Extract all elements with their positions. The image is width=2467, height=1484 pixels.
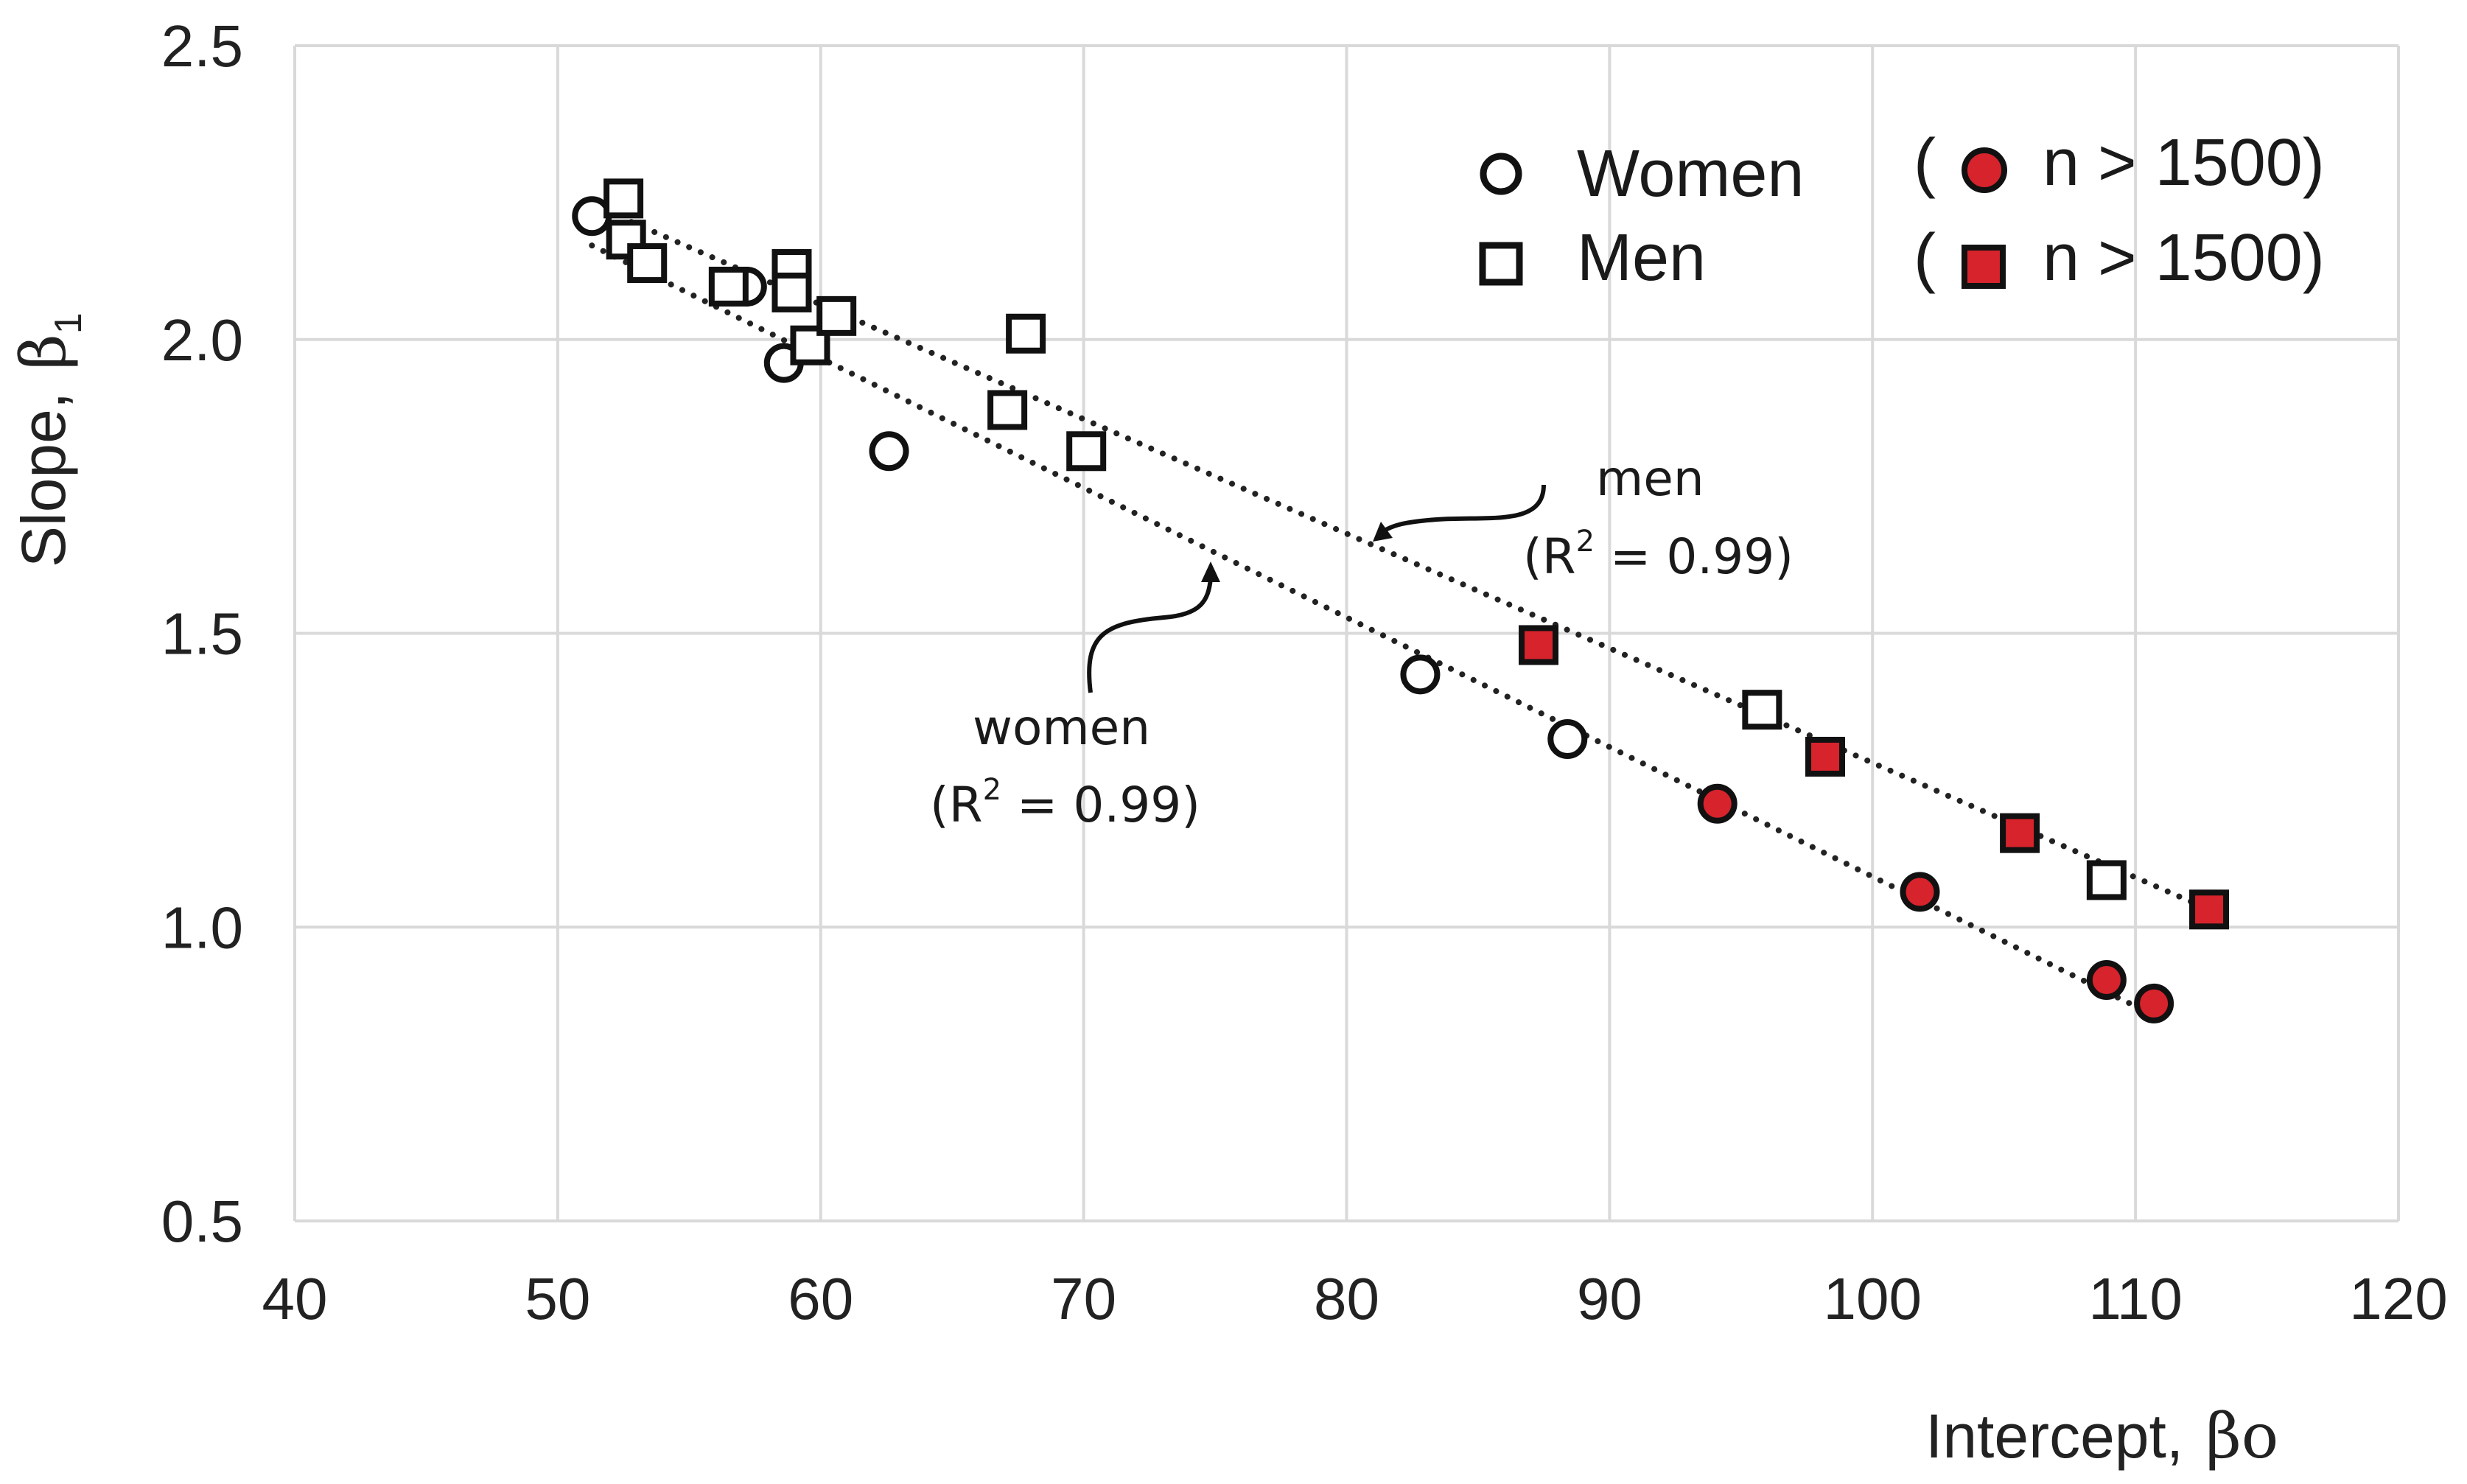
data-point-women	[1900, 872, 1940, 912]
legend-large-n-men-label: n > 1500)	[2043, 221, 2325, 295]
grid-lines	[293, 44, 2400, 1222]
y-tick-label: 2.0	[161, 307, 243, 373]
legend-paren-women: (	[1914, 126, 1936, 200]
data-point-men	[1742, 690, 1782, 730]
data-point-men	[1805, 736, 1846, 777]
data-point-men	[2086, 860, 2127, 900]
data-point-men	[708, 266, 749, 307]
data-point-men	[987, 390, 1028, 430]
annotation-women-r2: (R2 = 0.99)	[930, 773, 1200, 833]
legend-large-n-square	[1962, 245, 2006, 289]
tick-labels: 40 50 60 70 80 90 100 110 120 0.5 1.0 1.5 2.0 2.5	[161, 13, 2448, 1331]
legend-large-n-circle	[1962, 147, 2007, 193]
data-point-men	[816, 295, 857, 336]
annotation-men-r2-open: (R	[1523, 528, 1576, 585]
x-tick-label: 100	[1824, 1266, 1922, 1331]
data-points	[572, 178, 2230, 1023]
annotation-men-r2-sup: 2	[1576, 525, 1595, 559]
trendline-men	[628, 219, 2213, 913]
y-tick-label: 0.5	[161, 1189, 243, 1254]
trendlines	[589, 219, 2213, 1018]
y-axis-title-subscript: 1	[47, 312, 90, 334]
data-point-men	[627, 243, 668, 284]
annotation-women-r2-rest: = 0.99)	[1001, 777, 1200, 833]
y-tick-label: 2.5	[161, 13, 243, 79]
data-point-men	[1519, 625, 1559, 665]
annotation-women-arrow	[1087, 578, 1213, 693]
data-point-women	[1697, 783, 1738, 824]
x-tick-label: 110	[2088, 1266, 2183, 1331]
y-axis-title: Slope, β1	[7, 312, 90, 567]
annotation-women-arrowhead	[1201, 561, 1220, 582]
data-point-women	[1400, 654, 1441, 695]
annotation-women-r2-sup: 2	[983, 773, 1001, 807]
legend-large-n-women-label: n > 1500)	[2043, 126, 2325, 200]
data-point-women	[869, 431, 909, 472]
y-tick-label: 1.5	[161, 601, 243, 667]
trendline-women	[589, 242, 2158, 1018]
annotation-men-r2-rest: = 0.99)	[1595, 528, 1794, 585]
annotation-men: men (R2 = 0.99)	[1373, 450, 1794, 585]
annotation-men-arrowhead	[1373, 522, 1393, 542]
annotation-men-arrow	[1376, 484, 1546, 538]
x-tick-label: 40	[262, 1266, 328, 1331]
data-point-women	[2134, 983, 2174, 1023]
x-tick-label: 80	[1314, 1266, 1379, 1331]
data-point-women	[2086, 960, 2127, 1001]
x-axis-title-symbol: βo	[2205, 1400, 2278, 1472]
data-point-men	[1006, 313, 1046, 354]
annotation-men-r2: (R2 = 0.99)	[1523, 525, 1794, 585]
annotation-women: women (R2 = 0.99)	[930, 561, 1220, 833]
x-tick-label: 70	[1051, 1266, 1116, 1331]
y-axis-title-symbol: β	[7, 334, 80, 370]
x-tick-label: 90	[1577, 1266, 1642, 1331]
x-axis-title: Intercept, βo	[1925, 1400, 2278, 1472]
x-tick-label: 60	[788, 1266, 853, 1331]
x-tick-label: 120	[2349, 1266, 2447, 1331]
data-point-men	[2189, 889, 2230, 930]
data-point-men	[603, 178, 644, 219]
data-point-men	[771, 272, 812, 312]
legend-women-label: Women	[1577, 137, 1804, 211]
annotation-men-label: men	[1596, 450, 1704, 507]
annotation-women-r2-open: (R	[930, 777, 983, 833]
x-tick-label: 50	[525, 1266, 590, 1331]
legend-men-label: Men	[1577, 221, 1706, 295]
data-point-men	[1066, 431, 1107, 472]
data-point-women	[1547, 719, 1588, 760]
y-axis-title-text: Slope,	[9, 392, 78, 567]
x-axis-title-text: Intercept,	[1925, 1401, 2183, 1471]
data-point-men	[2000, 813, 2040, 853]
legend-women-marker	[1480, 153, 1522, 195]
data-point-men	[790, 325, 830, 365]
y-tick-label: 1.0	[161, 895, 243, 960]
annotation-women-label: women	[973, 699, 1150, 756]
legend-paren-men: (	[1914, 221, 1936, 295]
legend: Women Men ( n > 1500) ( n > 1500)	[1479, 126, 2325, 295]
legend-men-marker	[1479, 242, 1523, 286]
